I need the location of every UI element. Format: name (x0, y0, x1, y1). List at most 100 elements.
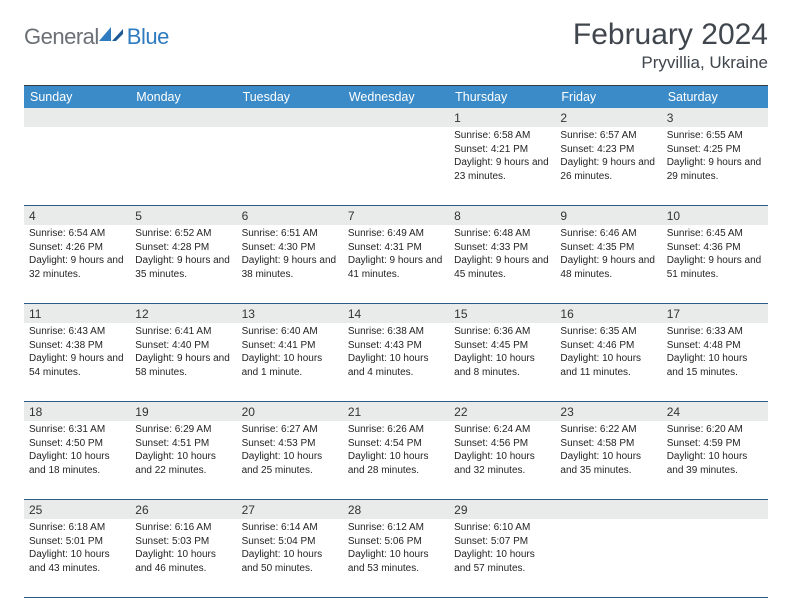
day-cell (343, 127, 449, 205)
day-number: 24 (662, 402, 768, 421)
week-row: 45678910Sunrise: 6:54 AM Sunset: 4:26 PM… (24, 206, 768, 304)
day-number: 12 (130, 304, 236, 323)
day-cell: Sunrise: 6:49 AM Sunset: 4:31 PM Dayligh… (343, 225, 449, 303)
day-cell: Sunrise: 6:20 AM Sunset: 4:59 PM Dayligh… (662, 421, 768, 499)
day-number: 11 (24, 304, 130, 323)
weekday-label: Thursday (449, 86, 555, 108)
cell-row: Sunrise: 6:54 AM Sunset: 4:26 PM Dayligh… (24, 225, 768, 304)
day-number (343, 108, 449, 127)
cell-row: Sunrise: 6:31 AM Sunset: 4:50 PM Dayligh… (24, 421, 768, 500)
day-number: 9 (555, 206, 661, 225)
day-cell: Sunrise: 6:55 AM Sunset: 4:25 PM Dayligh… (662, 127, 768, 205)
day-number: 20 (237, 402, 343, 421)
day-cell: Sunrise: 6:58 AM Sunset: 4:21 PM Dayligh… (449, 127, 555, 205)
day-number: 28 (343, 500, 449, 519)
logo-text-general: General (24, 24, 99, 50)
day-cell: Sunrise: 6:40 AM Sunset: 4:41 PM Dayligh… (237, 323, 343, 401)
weekday-label: Friday (555, 86, 661, 108)
weekday-label: Saturday (662, 86, 768, 108)
day-number: 14 (343, 304, 449, 323)
day-number: 8 (449, 206, 555, 225)
day-cell: Sunrise: 6:12 AM Sunset: 5:06 PM Dayligh… (343, 519, 449, 597)
day-number (555, 500, 661, 519)
day-cell (24, 127, 130, 205)
day-number: 7 (343, 206, 449, 225)
calendar-page: General Blue February 2024 Pryvillia, Uk… (0, 0, 792, 598)
day-cell: Sunrise: 6:31 AM Sunset: 4:50 PM Dayligh… (24, 421, 130, 499)
week-row: 11121314151617Sunrise: 6:43 AM Sunset: 4… (24, 304, 768, 402)
weekday-label: Monday (130, 86, 236, 108)
day-cell: Sunrise: 6:29 AM Sunset: 4:51 PM Dayligh… (130, 421, 236, 499)
day-number: 4 (24, 206, 130, 225)
day-cell: Sunrise: 6:14 AM Sunset: 5:04 PM Dayligh… (237, 519, 343, 597)
location-label: Pryvillia, Ukraine (573, 53, 768, 73)
header: General Blue February 2024 Pryvillia, Uk… (24, 18, 768, 73)
day-number (237, 108, 343, 127)
day-number: 5 (130, 206, 236, 225)
day-number: 26 (130, 500, 236, 519)
daynum-row: 123 (24, 108, 768, 127)
day-number (130, 108, 236, 127)
day-cell: Sunrise: 6:27 AM Sunset: 4:53 PM Dayligh… (237, 421, 343, 499)
day-cell: Sunrise: 6:33 AM Sunset: 4:48 PM Dayligh… (662, 323, 768, 401)
day-number: 22 (449, 402, 555, 421)
daynum-row: 18192021222324 (24, 402, 768, 421)
day-cell: Sunrise: 6:18 AM Sunset: 5:01 PM Dayligh… (24, 519, 130, 597)
day-cell: Sunrise: 6:41 AM Sunset: 4:40 PM Dayligh… (130, 323, 236, 401)
day-cell: Sunrise: 6:48 AM Sunset: 4:33 PM Dayligh… (449, 225, 555, 303)
cell-row: Sunrise: 6:43 AM Sunset: 4:38 PM Dayligh… (24, 323, 768, 402)
title-block: February 2024 Pryvillia, Ukraine (573, 18, 768, 73)
day-cell: Sunrise: 6:38 AM Sunset: 4:43 PM Dayligh… (343, 323, 449, 401)
day-number: 21 (343, 402, 449, 421)
day-cell (662, 519, 768, 597)
day-cell: Sunrise: 6:36 AM Sunset: 4:45 PM Dayligh… (449, 323, 555, 401)
day-number: 1 (449, 108, 555, 127)
logo-sail-icon (99, 25, 125, 43)
daynum-row: 11121314151617 (24, 304, 768, 323)
day-cell: Sunrise: 6:26 AM Sunset: 4:54 PM Dayligh… (343, 421, 449, 499)
logo: General Blue (24, 18, 169, 50)
day-cell: Sunrise: 6:24 AM Sunset: 4:56 PM Dayligh… (449, 421, 555, 499)
day-number (662, 500, 768, 519)
day-cell (130, 127, 236, 205)
day-cell (237, 127, 343, 205)
day-number: 16 (555, 304, 661, 323)
day-number: 18 (24, 402, 130, 421)
weeks-container: 123Sunrise: 6:58 AM Sunset: 4:21 PM Dayl… (24, 108, 768, 598)
day-number: 3 (662, 108, 768, 127)
day-number (24, 108, 130, 127)
daynum-row: 2526272829 (24, 500, 768, 519)
weekday-header: Sunday Monday Tuesday Wednesday Thursday… (24, 86, 768, 108)
day-number: 23 (555, 402, 661, 421)
day-cell: Sunrise: 6:51 AM Sunset: 4:30 PM Dayligh… (237, 225, 343, 303)
day-cell: Sunrise: 6:10 AM Sunset: 5:07 PM Dayligh… (449, 519, 555, 597)
day-number: 29 (449, 500, 555, 519)
day-cell: Sunrise: 6:22 AM Sunset: 4:58 PM Dayligh… (555, 421, 661, 499)
day-number: 17 (662, 304, 768, 323)
day-number: 10 (662, 206, 768, 225)
day-number: 2 (555, 108, 661, 127)
cell-row: Sunrise: 6:18 AM Sunset: 5:01 PM Dayligh… (24, 519, 768, 598)
day-cell: Sunrise: 6:57 AM Sunset: 4:23 PM Dayligh… (555, 127, 661, 205)
cell-row: Sunrise: 6:58 AM Sunset: 4:21 PM Dayligh… (24, 127, 768, 206)
day-cell: Sunrise: 6:35 AM Sunset: 4:46 PM Dayligh… (555, 323, 661, 401)
week-row: 18192021222324Sunrise: 6:31 AM Sunset: 4… (24, 402, 768, 500)
calendar: Sunday Monday Tuesday Wednesday Thursday… (24, 86, 768, 598)
day-cell: Sunrise: 6:52 AM Sunset: 4:28 PM Dayligh… (130, 225, 236, 303)
day-number: 19 (130, 402, 236, 421)
day-number: 13 (237, 304, 343, 323)
daynum-row: 45678910 (24, 206, 768, 225)
day-number: 25 (24, 500, 130, 519)
day-cell: Sunrise: 6:45 AM Sunset: 4:36 PM Dayligh… (662, 225, 768, 303)
day-cell: Sunrise: 6:46 AM Sunset: 4:35 PM Dayligh… (555, 225, 661, 303)
day-number: 6 (237, 206, 343, 225)
week-row: 2526272829Sunrise: 6:18 AM Sunset: 5:01 … (24, 500, 768, 598)
weekday-label: Sunday (24, 86, 130, 108)
page-title: February 2024 (573, 18, 768, 51)
week-row: 123Sunrise: 6:58 AM Sunset: 4:21 PM Dayl… (24, 108, 768, 206)
day-cell: Sunrise: 6:54 AM Sunset: 4:26 PM Dayligh… (24, 225, 130, 303)
day-cell (555, 519, 661, 597)
day-number: 15 (449, 304, 555, 323)
day-number: 27 (237, 500, 343, 519)
day-cell: Sunrise: 6:16 AM Sunset: 5:03 PM Dayligh… (130, 519, 236, 597)
